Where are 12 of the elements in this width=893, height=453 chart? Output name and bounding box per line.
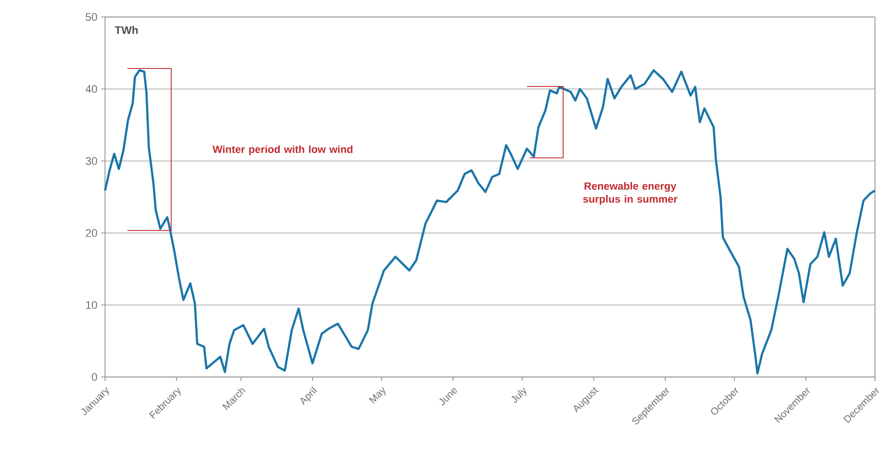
y-tick-label: 30 <box>86 157 98 165</box>
y-tick-label: 10 <box>86 301 98 309</box>
y-tick-label: 20 <box>86 229 98 237</box>
x-tick-label: May <box>368 387 386 404</box>
y-tick-label: 50 <box>86 13 98 21</box>
annotation: Winter period with low wind <box>212 145 352 156</box>
y-axis-title: TWh <box>114 26 138 34</box>
line-series <box>104 69 876 374</box>
x-tick-label: July <box>511 387 526 403</box>
y-tick-label: 0 <box>92 373 98 381</box>
annotation: Renewable energy surplus in summer <box>583 182 678 205</box>
y-tick-label: 40 <box>86 85 98 93</box>
